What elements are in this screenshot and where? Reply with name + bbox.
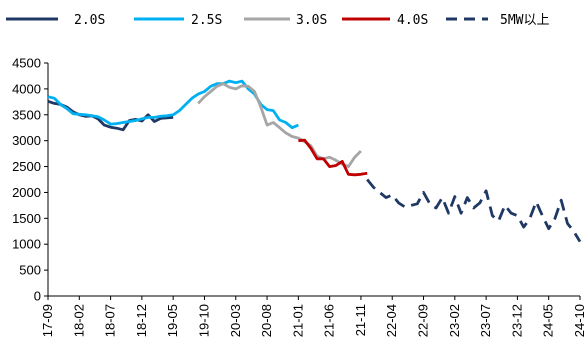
- x-tick-label: 20-08: [259, 304, 274, 337]
- x-tick-label: 23-07: [478, 304, 493, 337]
- x-tick-label: 24-10: [572, 304, 586, 337]
- legend-item-3: 3.0S: [244, 13, 327, 28]
- legend-item-4: 4.0S: [342, 13, 428, 28]
- series-line-4: [298, 138, 368, 177]
- series-line-1: [47, 99, 174, 132]
- legend-label: 4.0S: [397, 13, 428, 28]
- plot-area: [47, 79, 582, 243]
- y-tick-label: 4000: [12, 81, 41, 96]
- x-tick-label: 21-01: [290, 304, 305, 337]
- x-tick-label: 24-05: [541, 304, 556, 337]
- legend-item-2: 2.5S: [134, 13, 222, 28]
- x-tick-label: 18-07: [103, 304, 118, 337]
- y-tick-label: 3000: [12, 133, 41, 148]
- x-axis: 17-09 18-02 18-07 18-12 19-05 19-10 20-03 20-08…: [40, 295, 586, 337]
- x-tick-label: 18-02: [71, 304, 86, 337]
- y-tick-label: 0: [34, 289, 41, 304]
- series-line-5: [366, 178, 582, 243]
- x-tick-label: 22-04: [384, 304, 399, 337]
- legend-label: 5MW以上: [500, 13, 549, 28]
- y-tick-label: 1500: [12, 211, 41, 226]
- x-tick-label: 21-06: [322, 304, 337, 337]
- legend: 2.0S 2.5S 3.0S 4.0S 5MW以上: [6, 13, 549, 28]
- y-axis: 0 500 1000 1500 2000 2500 3000 3500 4000 4500: [12, 56, 49, 304]
- x-tick-label: 18-12: [134, 304, 149, 337]
- y-tick-label: 500: [19, 263, 41, 278]
- legend-item-1: 2.0S: [6, 13, 105, 28]
- x-tick-label: 21-11: [353, 304, 368, 336]
- x-tick-label: 17-09: [40, 304, 55, 337]
- series-line-3: [197, 82, 362, 168]
- legend-item-5: 5MW以上: [446, 13, 549, 28]
- x-tick-label: 20-03: [228, 304, 243, 337]
- x-tick-label: 23-02: [447, 304, 462, 337]
- x-tick-label: 23-12: [509, 304, 524, 337]
- y-tick-label: 2500: [12, 159, 41, 174]
- y-tick-label: 3500: [12, 107, 41, 122]
- legend-label: 2.5S: [191, 13, 222, 28]
- x-tick-label: 22-09: [416, 304, 431, 337]
- legend-label: 3.0S: [296, 13, 327, 28]
- y-tick-label: 1000: [12, 237, 41, 252]
- y-tick-label: 4500: [12, 56, 41, 71]
- legend-label: 2.0S: [74, 13, 105, 28]
- x-tick-label: 19-10: [196, 304, 211, 337]
- x-tick-label: 19-05: [165, 304, 180, 337]
- y-tick-label: 2000: [12, 185, 41, 200]
